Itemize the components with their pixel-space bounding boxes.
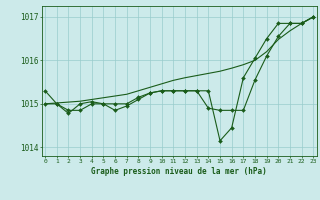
X-axis label: Graphe pression niveau de la mer (hPa): Graphe pression niveau de la mer (hPa) [91, 167, 267, 176]
